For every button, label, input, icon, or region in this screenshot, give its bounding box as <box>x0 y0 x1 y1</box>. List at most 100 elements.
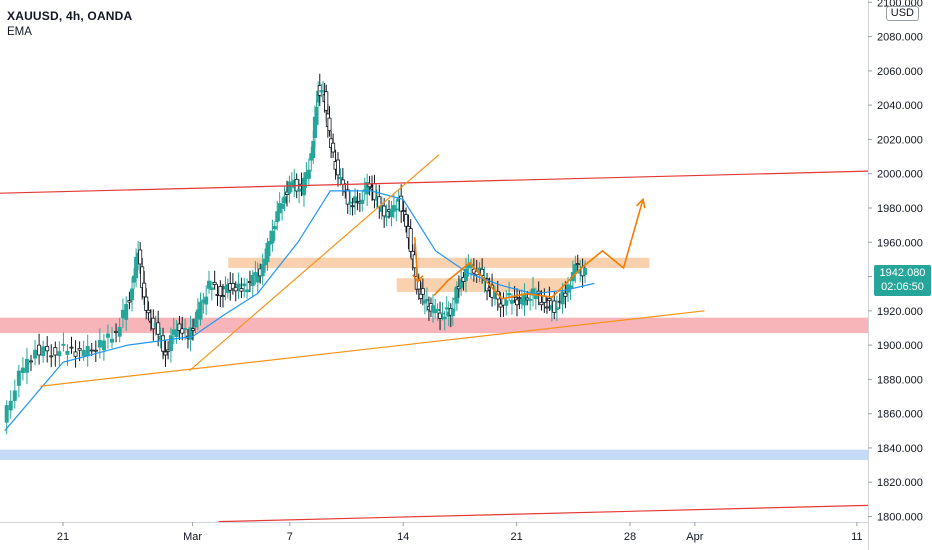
candle-body <box>127 300 132 303</box>
candle-body <box>233 286 238 292</box>
candle-body <box>365 182 370 195</box>
rising-trendline <box>40 310 705 387</box>
candle-body <box>265 242 270 263</box>
down-arrow <box>413 237 419 282</box>
candle-body <box>360 199 365 204</box>
candle-body <box>16 370 21 386</box>
currency-badge[interactable]: USD <box>885 6 919 21</box>
candle-body <box>507 292 512 296</box>
candle-body <box>480 268 485 276</box>
candle-body <box>270 230 275 244</box>
candle-body <box>212 281 217 285</box>
y-tick-label: 1960.000 <box>877 237 923 249</box>
upper-channel-line <box>0 170 868 194</box>
candle-body <box>209 287 214 291</box>
support-zone <box>0 317 868 334</box>
candle-body <box>53 347 58 356</box>
candle-body <box>93 349 98 352</box>
candle-body <box>463 268 468 281</box>
candle-body <box>350 205 355 208</box>
candle-body <box>490 284 495 298</box>
candle-body <box>89 349 94 352</box>
symbol-title[interactable]: XAUUSD, 4h, OANDA <box>7 9 133 23</box>
candle-body <box>287 181 292 194</box>
candle-body <box>239 288 244 292</box>
candle-body <box>297 188 302 192</box>
candle-body <box>353 196 358 204</box>
y-tick-label: 1820.000 <box>877 477 923 489</box>
candle-body <box>280 204 285 209</box>
candle-body <box>183 328 188 330</box>
resistance-zone-upper <box>228 257 650 268</box>
candle-body <box>450 308 455 317</box>
candle-body <box>218 286 223 297</box>
candle-body <box>236 283 241 288</box>
candle-body <box>69 346 74 349</box>
candle-body <box>440 312 445 315</box>
indicator-label[interactable]: EMA <box>7 26 32 38</box>
y-tick-label: 2100.000 <box>877 0 923 9</box>
candle-body <box>504 300 509 306</box>
y-tick-label: 2000.000 <box>877 169 923 181</box>
candle-body <box>37 344 42 356</box>
candle-body <box>459 279 464 289</box>
candle-body <box>401 210 406 212</box>
last-price-value: 1942.080 <box>879 267 926 279</box>
candle-body <box>134 256 139 279</box>
candle-body <box>161 335 166 352</box>
candle-body <box>260 264 265 277</box>
candle-body <box>335 159 340 176</box>
candle-body <box>554 307 559 310</box>
plot-area <box>0 73 868 522</box>
x-tick-label: 11 <box>851 531 862 543</box>
candle-body <box>101 340 106 351</box>
candle-body <box>198 301 203 320</box>
candle-body <box>544 306 549 309</box>
candle-body <box>49 355 54 358</box>
candle-body <box>311 140 316 159</box>
candle-body <box>563 292 568 297</box>
x-tick-label: Mar <box>183 531 202 543</box>
candle-body <box>220 295 225 297</box>
candle-body <box>560 291 565 305</box>
candle-body <box>41 346 46 357</box>
candle-body <box>45 346 50 352</box>
candle-body <box>509 299 514 304</box>
candle-body <box>515 299 520 306</box>
candle-body <box>517 297 522 299</box>
candle-body <box>444 307 449 310</box>
candle-body <box>348 201 353 204</box>
candle-body <box>327 117 332 132</box>
low-zone <box>0 449 868 460</box>
candle-body <box>399 195 404 212</box>
candle-body <box>435 309 440 311</box>
candle-body <box>81 349 86 357</box>
candle-body <box>156 322 161 335</box>
candle-body <box>85 346 90 357</box>
candle-body <box>382 205 387 217</box>
candle-body <box>340 179 345 185</box>
candle-body <box>73 351 78 357</box>
candle-body <box>29 360 34 363</box>
candle-body <box>57 351 62 357</box>
x-tick-label: 21 <box>510 531 522 543</box>
x-tick-label: Apr <box>686 531 703 543</box>
y-tick-label: 1900.000 <box>877 340 923 352</box>
candle-body <box>124 303 129 320</box>
candle-body <box>163 351 168 356</box>
last-price-badge: 1942.080 02:06:50 <box>874 265 931 296</box>
candle-body <box>408 228 413 252</box>
candle-body <box>250 274 255 286</box>
candle-body <box>177 323 182 331</box>
candle-body <box>542 295 547 303</box>
x-tick-label: 14 <box>397 531 409 543</box>
candle-body <box>275 211 280 223</box>
candle-body <box>324 91 329 111</box>
candle-body <box>191 328 196 331</box>
candle-body <box>345 189 350 205</box>
candle-countdown: 02:06:50 <box>881 281 924 293</box>
candle-body <box>242 283 247 287</box>
candle-body <box>117 327 122 337</box>
projection-path <box>433 199 644 300</box>
